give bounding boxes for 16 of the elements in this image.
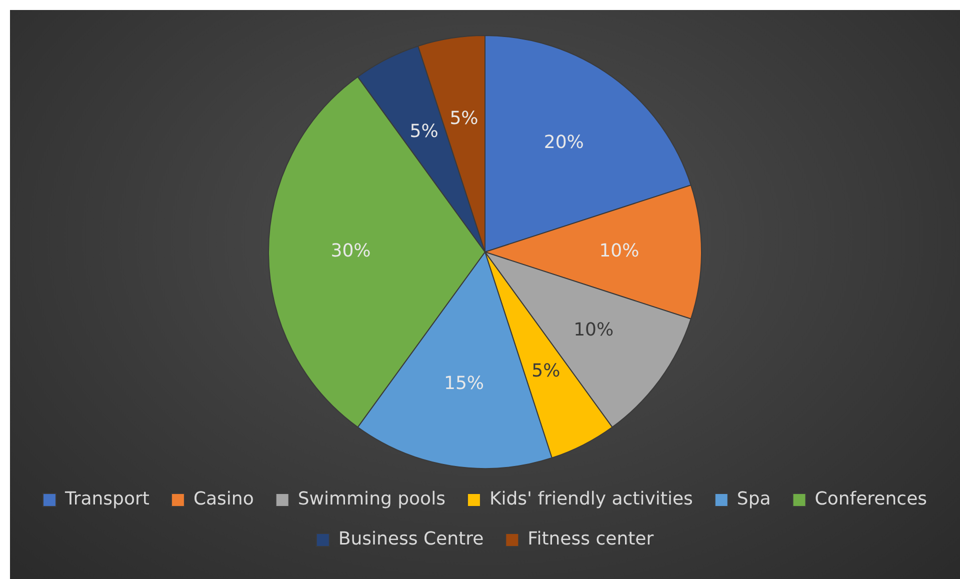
legend-label: Casino: [193, 488, 254, 510]
legend-label: Spa: [736, 488, 771, 510]
data-label: 10%: [599, 240, 640, 262]
data-label: 10%: [574, 320, 614, 341]
legend-label: Swimming pools: [298, 488, 446, 510]
legend-label: Kids' friendly activities: [489, 488, 693, 510]
data-label: 5%: [532, 360, 560, 382]
legend-label: Transport: [64, 488, 150, 510]
legend-label: Conferences: [814, 488, 928, 510]
data-label: 30%: [330, 240, 371, 262]
data-label: 20%: [544, 132, 584, 154]
data-label: 5%: [410, 121, 438, 142]
data-label: 15%: [444, 373, 484, 394]
legend-label: Business Centre: [338, 528, 484, 550]
data-label: 5%: [450, 108, 478, 130]
legend-label: Fitness center: [528, 528, 654, 550]
